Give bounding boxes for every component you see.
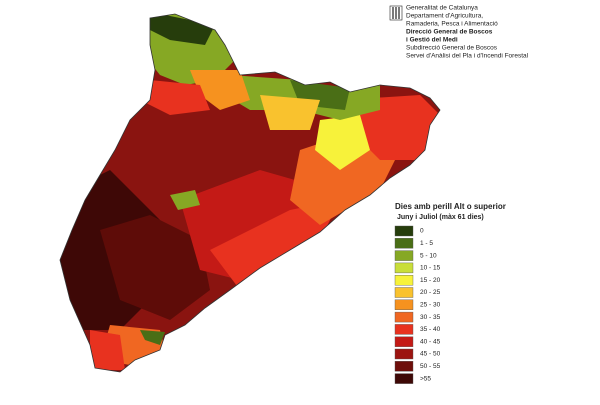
- legend-label: 45 - 50: [420, 351, 441, 358]
- logo: [389, 5, 403, 21]
- header-line: Generalitat de Catalunya: [406, 5, 478, 12]
- header-line: Servei d'Anàlisi del Pla i d'Incendi For…: [406, 53, 529, 60]
- legend-swatch: [394, 324, 414, 335]
- legend-label: 35 - 40: [420, 326, 441, 333]
- legend-subtitle: Juny i Juliol (màx 61 dies): [397, 214, 484, 221]
- map-outline: [59, 13, 441, 373]
- map: [60, 14, 440, 372]
- legend-swatch: [394, 225, 414, 237]
- legend-label: 50 - 55: [420, 363, 441, 370]
- header-line: Direcció General de Boscos: [406, 29, 493, 36]
- legend: 0 1 - 5 5 - 10 10 - 15 15 - 20 20 - 25 25 - 30…: [394, 225, 441, 384]
- legend-swatch: [394, 299, 414, 310]
- header-line: Departament d'Agricultura,: [406, 13, 483, 20]
- legend-title: Dies amb perill Alt o superior: [395, 202, 506, 211]
- legend-swatch: [394, 287, 414, 298]
- legend-label: 0: [420, 228, 424, 235]
- legend-label: 15 - 20: [420, 277, 441, 284]
- legend-swatch: [394, 311, 414, 323]
- legend-label: 30 - 35: [420, 314, 441, 321]
- legend-swatch: [394, 373, 414, 384]
- legend-label: 20 - 25: [420, 289, 441, 296]
- legend-label: >55: [420, 375, 431, 382]
- legend-label: 10 - 15: [420, 265, 441, 272]
- legend-swatch: [394, 262, 414, 274]
- legend-swatch: [394, 275, 414, 286]
- legend-swatch: [394, 336, 414, 347]
- header-line: Ramaderia, Pesca i Alimentació: [406, 21, 498, 28]
- legend-label: 5 - 10: [420, 252, 437, 259]
- legend-swatch: [394, 348, 414, 360]
- header-line: i Gestió del Medi: [406, 37, 458, 44]
- legend-label: 1 - 5: [420, 240, 433, 247]
- legend-label: 25 - 30: [420, 302, 441, 309]
- legend-label: 40 - 45: [420, 338, 441, 345]
- legend-swatch: [394, 361, 414, 372]
- legend-swatch: [394, 250, 414, 261]
- legend-swatch: [394, 238, 414, 249]
- header-line: Subdirecció General de Boscos: [406, 45, 498, 52]
